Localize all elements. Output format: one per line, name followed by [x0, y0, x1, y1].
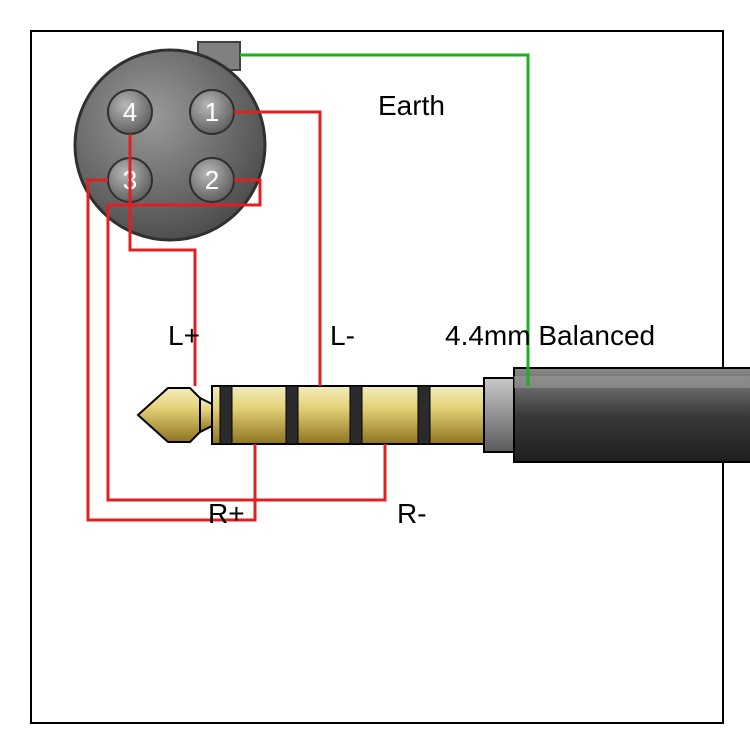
- diagram-svg: 1 2 3 4: [0, 0, 750, 750]
- jack-handle-highlight: [514, 376, 750, 388]
- label-L-minus: L-: [330, 320, 355, 352]
- connector-pin-2: 2: [190, 158, 234, 202]
- connector-pin-4: 4: [108, 90, 152, 134]
- jack-tip-neck: [200, 398, 212, 432]
- connector-body: [75, 50, 265, 240]
- jack-tip: [138, 388, 200, 442]
- label-R-minus: R-: [397, 498, 427, 530]
- diagram-stage: 1 2 3 4: [0, 0, 750, 750]
- jack-collar: [484, 378, 514, 452]
- jack-44mm: [138, 368, 750, 462]
- pin-2-label: 2: [205, 165, 219, 195]
- circular-connector: 1 2 3 4: [75, 42, 265, 240]
- jack-ring-2: [286, 386, 298, 444]
- jack-ring-4: [418, 386, 430, 444]
- jack-ring-1: [220, 386, 232, 444]
- label-R-plus: R+: [208, 498, 245, 530]
- pin-1-label: 1: [205, 97, 219, 127]
- jack-ring-3: [350, 386, 362, 444]
- label-L-plus: L+: [168, 320, 200, 352]
- jack-shaft: [212, 386, 484, 444]
- connector-pin-1: 1: [190, 90, 234, 134]
- label-earth: Earth: [378, 90, 445, 122]
- label-jack: 4.4mm Balanced: [445, 320, 655, 352]
- pin-4-label: 4: [123, 97, 137, 127]
